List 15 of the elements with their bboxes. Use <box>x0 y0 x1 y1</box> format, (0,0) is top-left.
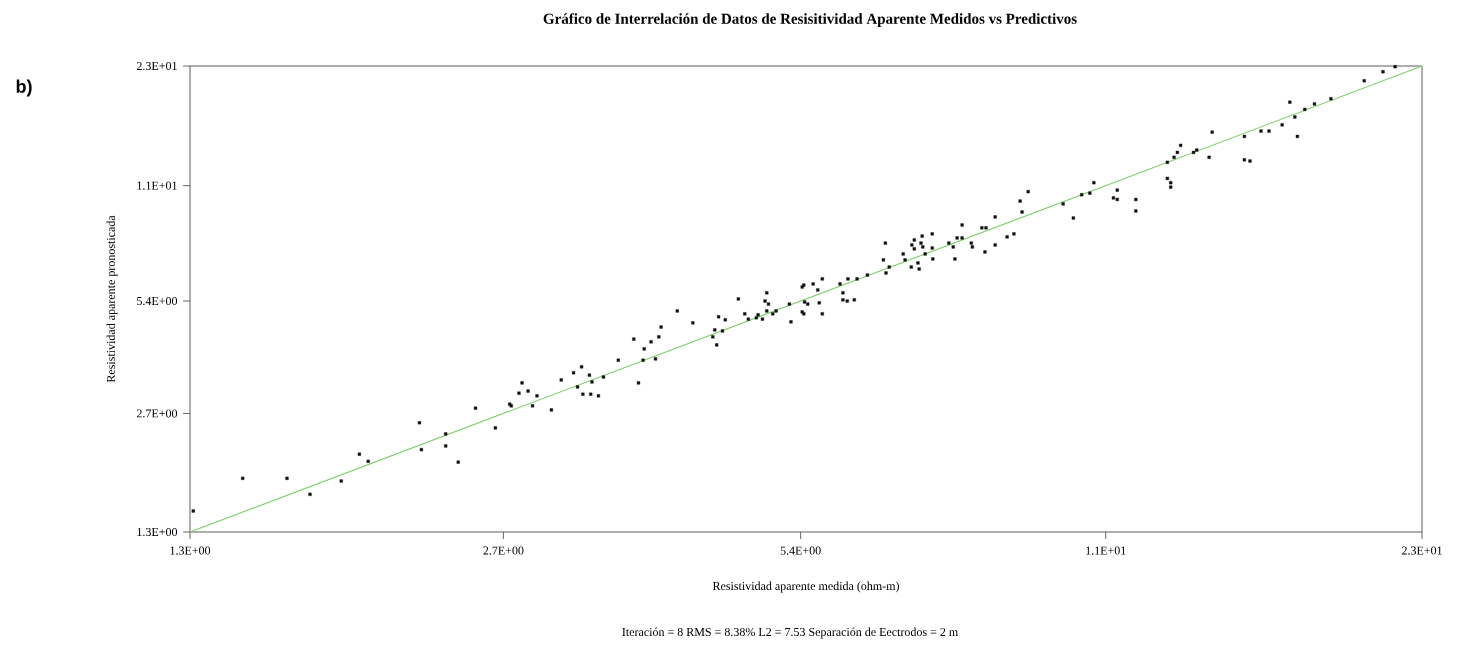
chart-title: Gráfico de Interrelación de Datos de Resisitividad Aparente Medidos vs Predictivos <box>543 13 1077 27</box>
y-tick-label: 2.7E+00 <box>136 409 178 418</box>
x-tick-label: 1.3E+00 <box>170 546 211 555</box>
y-tick-label: 1.1E+01 <box>137 181 177 190</box>
x-tick-label: 2.7E+00 <box>483 546 524 555</box>
y-tick-label: 2.3E+01 <box>136 61 177 71</box>
x-axis-title: Resistividad aparente medida (ohm-m) <box>712 581 899 593</box>
text: Iteración = 8 RMS = 8.38% L2 = 7.53 Separación de Eectrodos = 2 m <box>622 627 959 639</box>
y-tick-label: 5.4E+00 <box>137 296 178 306</box>
text: b) <box>16 79 32 97</box>
x-tick-label: 2.3E+01 <box>1401 546 1442 555</box>
x-tick-label: 1.1E+01 <box>1086 546 1126 555</box>
x-tick-label: 5.4E+00 <box>780 546 821 555</box>
y-axis-title: Resistividad aparente pronosticada <box>106 215 118 383</box>
y-tick-label: 1.3E+00 <box>137 527 178 537</box>
